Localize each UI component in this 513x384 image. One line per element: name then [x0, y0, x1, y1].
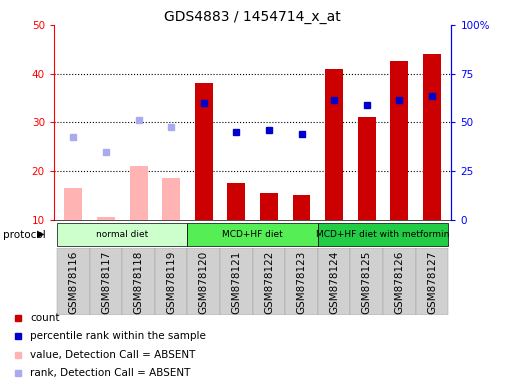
Text: GSM878121: GSM878121 [231, 251, 241, 314]
Bar [358, 118, 376, 220]
Bar [383, 248, 416, 315]
Text: count: count [30, 313, 60, 323]
Bar [57, 223, 187, 247]
Bar [423, 54, 441, 220]
Bar [318, 223, 448, 247]
Text: MCD+HF diet: MCD+HF diet [222, 230, 283, 238]
Bar [292, 195, 310, 220]
Text: GSM878126: GSM878126 [394, 251, 404, 314]
Bar [187, 223, 318, 247]
Text: GSM878123: GSM878123 [297, 251, 307, 314]
Text: GSM878124: GSM878124 [329, 251, 339, 314]
Bar [220, 248, 252, 315]
Text: GSM878117: GSM878117 [101, 251, 111, 314]
Bar [162, 178, 180, 220]
Bar [97, 217, 115, 220]
Text: value, Detection Call = ABSENT: value, Detection Call = ABSENT [30, 349, 196, 359]
Text: GSM878120: GSM878120 [199, 251, 209, 314]
Text: GSM878116: GSM878116 [68, 251, 78, 314]
Text: protocol: protocol [3, 230, 45, 240]
Bar [252, 248, 285, 315]
Text: MCD+HF diet with metformin: MCD+HF diet with metformin [317, 230, 450, 238]
Bar [90, 248, 122, 315]
Bar [325, 69, 343, 220]
Text: ▶: ▶ [37, 229, 45, 239]
Bar [65, 188, 83, 220]
Bar [130, 166, 148, 220]
Text: percentile rank within the sample: percentile rank within the sample [30, 331, 206, 341]
Bar [187, 248, 220, 315]
Text: normal diet: normal diet [96, 230, 148, 238]
Bar [260, 193, 278, 220]
Text: rank, Detection Call = ABSENT: rank, Detection Call = ABSENT [30, 367, 191, 378]
Text: GSM878122: GSM878122 [264, 251, 274, 314]
Bar [57, 248, 90, 315]
Bar [285, 248, 318, 315]
Bar [195, 83, 213, 220]
Bar [227, 183, 245, 220]
Bar [390, 61, 408, 220]
Bar [155, 248, 187, 315]
Bar [350, 248, 383, 315]
Text: GSM878118: GSM878118 [133, 251, 144, 314]
Text: GSM878127: GSM878127 [427, 251, 437, 314]
Bar [122, 248, 155, 315]
Bar [318, 248, 350, 315]
Title: GDS4883 / 1454714_x_at: GDS4883 / 1454714_x_at [164, 10, 341, 24]
Text: GSM878119: GSM878119 [166, 251, 176, 314]
Text: GSM878125: GSM878125 [362, 251, 372, 314]
Bar [416, 248, 448, 315]
